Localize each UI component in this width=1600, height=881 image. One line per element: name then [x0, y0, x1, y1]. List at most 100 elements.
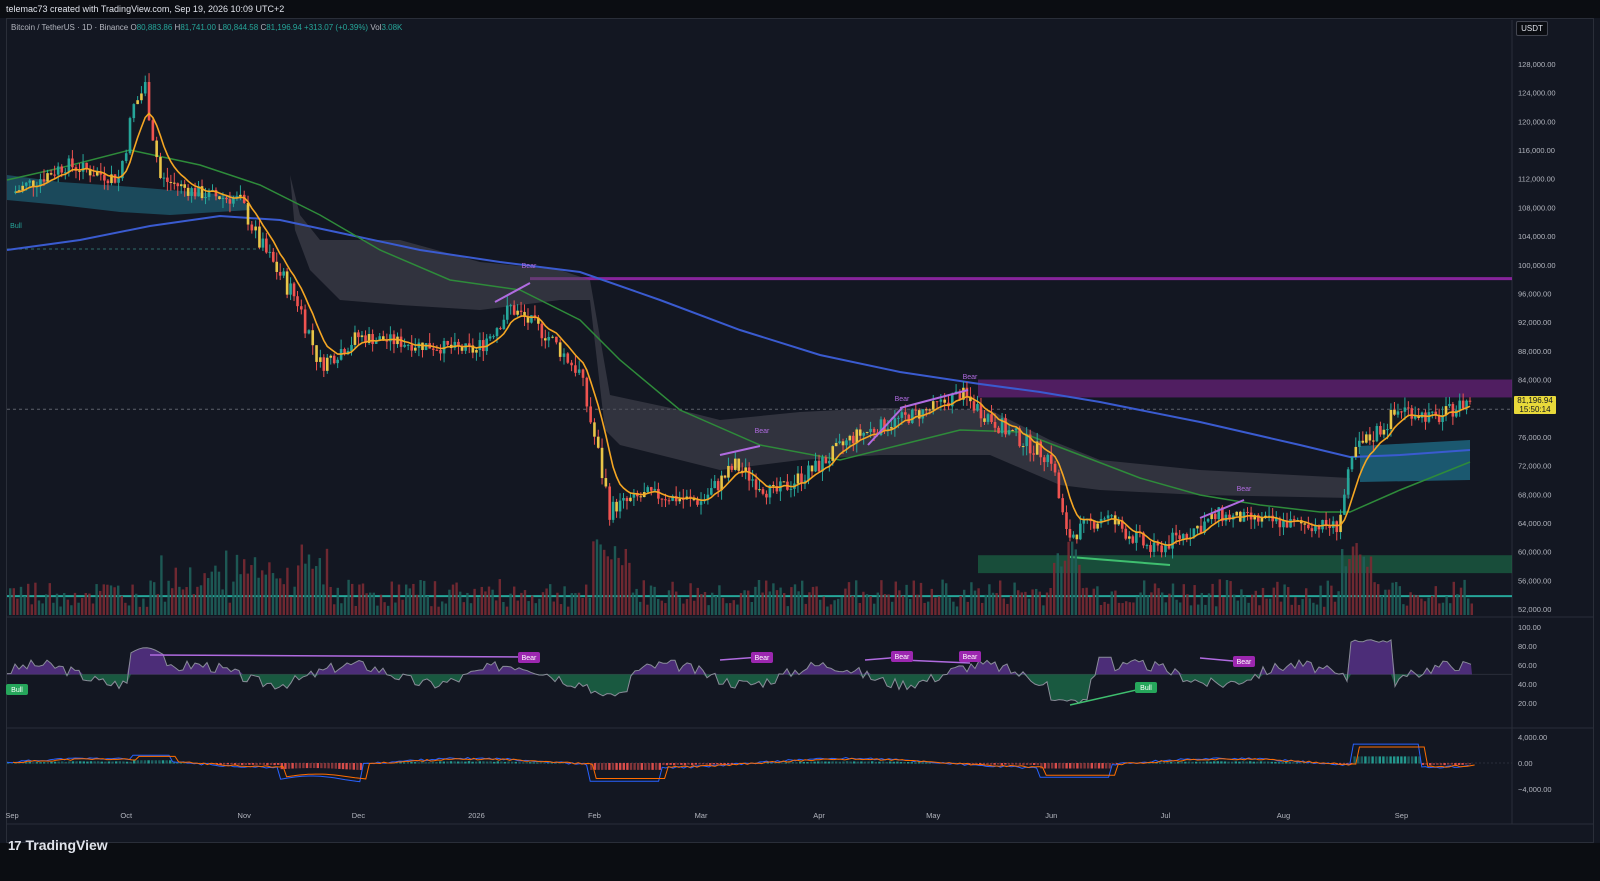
- candle-body: [1096, 523, 1099, 529]
- candle-body: [890, 427, 893, 429]
- candle-body: [1178, 535, 1181, 539]
- macd-histogram-bar: [327, 763, 330, 769]
- macd-histogram-bar: [50, 761, 53, 764]
- macd-histogram-bar: [1421, 763, 1425, 765]
- candle-body: [706, 494, 710, 500]
- volume-bar: [577, 592, 581, 615]
- volume-bar: [664, 603, 667, 615]
- macd-histogram-bar: [493, 761, 496, 764]
- volume-bar: [171, 588, 174, 615]
- macd-histogram-bar: [1241, 761, 1245, 764]
- volume-bar: [358, 584, 361, 615]
- volume-bar: [1085, 587, 1088, 615]
- candle-body: [699, 501, 703, 505]
- candle-body: [225, 197, 228, 200]
- macd-histogram-bar: [1281, 762, 1284, 764]
- candle-body: [838, 441, 841, 443]
- candle-body: [1025, 434, 1028, 447]
- volume-bar: [73, 592, 77, 615]
- volume-bar: [851, 595, 854, 615]
- macd-histogram-bar: [1418, 756, 1421, 764]
- candle-body: [558, 342, 562, 357]
- macd-histogram-bar: [161, 760, 165, 764]
- candle-body: [239, 194, 242, 197]
- macd-histogram-bar: [975, 763, 978, 765]
- candle-body: [782, 481, 786, 483]
- volume-bar: [498, 579, 501, 615]
- volume-bar: [235, 554, 239, 615]
- macd-tick-label: 4,000.00: [1518, 733, 1547, 742]
- candle-body: [124, 153, 128, 161]
- macd-histogram-bar: [143, 760, 147, 764]
- macd-histogram-bar: [1450, 763, 1453, 765]
- candle-body: [740, 470, 744, 472]
- volume-bar: [1373, 582, 1376, 615]
- candle-body: [1274, 518, 1278, 522]
- macd-histogram-bar: [460, 761, 463, 764]
- candle-body: [1393, 409, 1396, 415]
- candle-body: [629, 497, 632, 502]
- volume-bar: [1089, 597, 1092, 615]
- volume-bar: [858, 602, 861, 615]
- candle-body: [197, 186, 200, 197]
- divergence-line: [867, 407, 903, 446]
- candle-body: [159, 157, 162, 178]
- macd-histogram-bar: [457, 761, 460, 764]
- volume-bar: [243, 559, 246, 615]
- candle-body: [1448, 403, 1451, 407]
- candle-body: [495, 328, 499, 337]
- time-axis-label: Sep: [5, 811, 18, 820]
- volume-bar: [1420, 598, 1423, 615]
- volume-bar: [696, 587, 699, 615]
- currency-selector[interactable]: USDT: [1516, 21, 1548, 36]
- candle-body: [151, 120, 155, 141]
- volume-bar: [1449, 603, 1452, 615]
- candle-body: [140, 93, 143, 101]
- macd-histogram-bar: [172, 762, 175, 764]
- volume-bar: [433, 581, 437, 615]
- candle-body: [113, 174, 117, 183]
- price-tick-label: 72,000.00: [1518, 462, 1551, 471]
- volume-bar: [250, 565, 253, 615]
- candle-body: [1317, 525, 1321, 530]
- macd-histogram-bar: [637, 763, 640, 770]
- volume-bar: [1207, 593, 1211, 615]
- macd-histogram-bar: [773, 762, 777, 764]
- volume-bar: [347, 579, 350, 615]
- volume-bar: [675, 591, 678, 615]
- candle-body: [834, 442, 838, 447]
- candle-body: [132, 104, 136, 119]
- candle-body: [1424, 412, 1427, 422]
- macd-histogram-bar: [687, 763, 690, 765]
- volume-bar: [1117, 602, 1121, 615]
- macd-histogram-bar: [896, 761, 899, 764]
- macd-histogram-bar: [842, 761, 845, 764]
- candle-body: [639, 496, 643, 498]
- candle-body: [1339, 514, 1342, 533]
- tradingview-logo[interactable]: 17 TradingView: [8, 835, 108, 855]
- price-tick-label: 84,000.00: [1518, 376, 1551, 385]
- volume-bar: [1200, 592, 1203, 615]
- macd-histogram-bar: [885, 761, 888, 764]
- candle-body: [869, 428, 872, 432]
- volume-bar: [606, 556, 609, 615]
- macd-histogram-bar: [701, 763, 705, 765]
- macd-histogram-bar: [424, 762, 427, 764]
- candle-body: [1117, 520, 1120, 525]
- candle-body: [562, 353, 566, 357]
- macd-histogram-bar: [543, 762, 546, 764]
- candle-body: [1199, 525, 1203, 533]
- volume-bar: [1204, 604, 1207, 615]
- macd-histogram-bar: [921, 762, 924, 764]
- volume-bar: [1218, 579, 1221, 615]
- candle-body: [453, 341, 457, 348]
- macd-histogram-bar: [1094, 763, 1097, 769]
- candle-body: [723, 475, 727, 478]
- ema-50-line: [6, 149, 1471, 513]
- price-tick-label: 104,000.00: [1518, 232, 1556, 241]
- macd-histogram-bar: [475, 761, 478, 764]
- candle-body: [625, 498, 629, 502]
- volume-bar: [279, 578, 282, 615]
- macd-histogram-bar: [406, 762, 409, 764]
